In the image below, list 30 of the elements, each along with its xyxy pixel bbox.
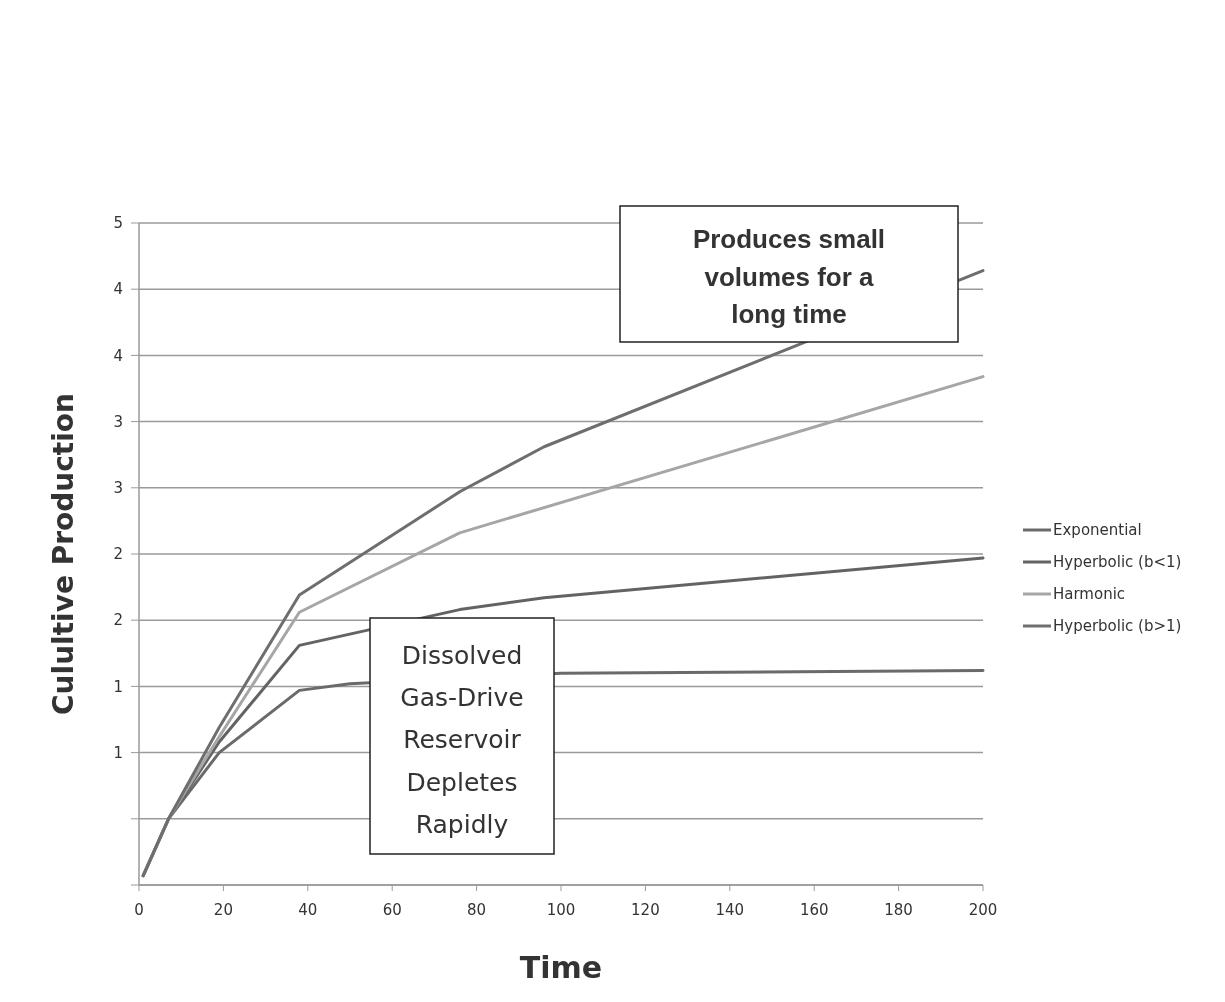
legend-label: Hyperbolic (b>1) xyxy=(1053,617,1182,636)
y-tick-label: 2 xyxy=(113,545,123,564)
x-tick-label: 180 xyxy=(884,901,913,919)
x-tick-label: 140 xyxy=(715,901,745,919)
x-tick-label: 0 xyxy=(134,901,144,919)
x-tick-label: 160 xyxy=(799,901,829,919)
x-tick-label: 100 xyxy=(546,901,576,919)
y-tick-label: 1 xyxy=(113,743,123,762)
y-tick-label: 4 xyxy=(113,346,123,365)
x-tick-label: 80 xyxy=(467,901,487,919)
x-tick-label: 120 xyxy=(631,901,660,919)
y-axis-title: Culultive Production xyxy=(47,393,80,715)
x-tick-label: 20 xyxy=(213,901,233,919)
x-tick-label: 200 xyxy=(968,901,998,919)
y-tick-label: 1 xyxy=(113,677,123,696)
y-tick-label: 3 xyxy=(113,479,123,498)
y-tick-label: 2 xyxy=(113,611,123,630)
legend-label: Exponential xyxy=(1053,521,1142,540)
annotation: Dissolved Gas-Drive Reservoir Depletes Rapidly xyxy=(400,641,524,839)
x-axis-title: Time xyxy=(519,950,603,985)
x-tick-label: 60 xyxy=(382,901,402,919)
annotation: Produces small volumes for a long time xyxy=(692,223,886,330)
text-box: Dissolved Gas-Drive Reservoir Depletes Rapidly xyxy=(369,617,555,855)
text-box: Produces small volumes for a long time xyxy=(619,205,959,343)
y-tick-label: 3 xyxy=(113,412,123,431)
legend-label: Hyperbolic (b<1) xyxy=(1053,553,1182,572)
legend-label: Harmonic xyxy=(1053,585,1126,604)
x-tick-label: 40 xyxy=(298,901,318,919)
y-tick-label: 5 xyxy=(113,214,123,233)
y-tick-label: 4 xyxy=(113,280,123,299)
